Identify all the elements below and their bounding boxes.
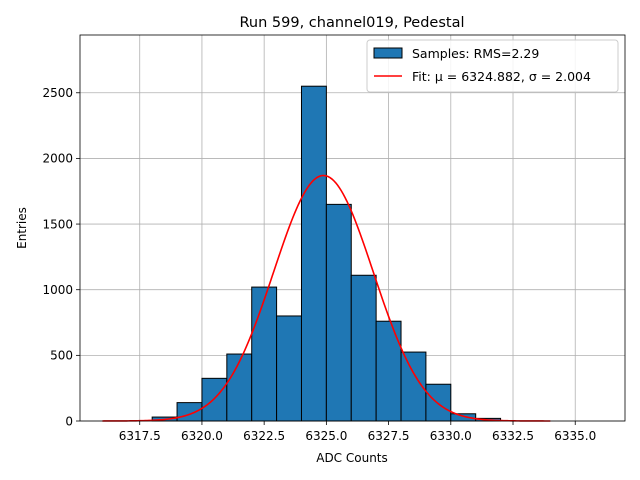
histogram-bar xyxy=(375,320,402,422)
x-tick-label: 6320.0 xyxy=(181,429,223,443)
x-tick-label: 6332.5 xyxy=(492,429,534,443)
y-axis-ticks: 0 500 1000 1500 2000 2500 xyxy=(42,86,80,428)
legend-histogram-label: Samples: RMS=2.29 xyxy=(412,46,539,61)
histogram-bar xyxy=(350,274,377,422)
legend-histogram-swatch xyxy=(373,47,403,59)
histogram-bar xyxy=(325,203,352,422)
x-tick-label: 6317.5 xyxy=(119,429,161,443)
x-tick-label: 6330.0 xyxy=(430,429,472,443)
y-tick-label: 2500 xyxy=(42,86,73,100)
x-tick-label: 6325.0 xyxy=(305,429,347,443)
legend-box xyxy=(366,39,619,93)
y-axis-label: Entries xyxy=(15,207,29,249)
y-tick-label: 0 xyxy=(65,414,73,428)
histogram-bar xyxy=(425,383,452,422)
x-tick-label: 6327.5 xyxy=(368,429,410,443)
legend: Samples: RMS=2.29 Fit: μ = 6324.882, σ =… xyxy=(366,39,619,93)
histogram-bar xyxy=(201,377,228,422)
y-tick-label: 2000 xyxy=(42,152,73,166)
histogram-bar xyxy=(276,315,302,422)
fit-curve-layer xyxy=(102,174,551,422)
histogram-bar xyxy=(176,402,203,422)
x-axis-label: ADC Counts xyxy=(316,451,388,465)
y-tick-label: 1500 xyxy=(42,217,73,231)
x-tick-label: 6335.0 xyxy=(554,429,596,443)
chart-title: Run 599, channel019, Pedestal xyxy=(239,15,464,31)
x-axis-ticks: 6317.5 6320.0 6322.5 6325.0 6327.5 6330.0 6332… xyxy=(119,421,596,443)
x-tick-label: 6322.5 xyxy=(243,429,285,443)
plot-frame xyxy=(79,34,626,422)
y-tick-label: 500 xyxy=(50,349,73,363)
y-tick-label: 1000 xyxy=(42,283,73,297)
histogram-bars xyxy=(151,85,502,422)
histogram-bar xyxy=(251,286,278,422)
fit-curve xyxy=(102,174,551,422)
histogram-bar xyxy=(226,353,253,422)
legend-fit-label: Fit: μ = 6324.882, σ = 2.004 xyxy=(412,69,591,84)
histogram-bar xyxy=(300,85,327,422)
